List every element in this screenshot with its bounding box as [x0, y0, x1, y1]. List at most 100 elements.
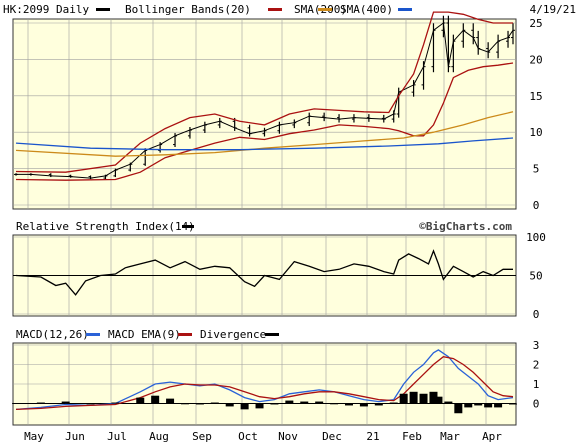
divergence-bar [399, 393, 408, 404]
divergence-bar [419, 393, 428, 404]
y-tick-label: 50 [529, 270, 542, 283]
divergence-bar [86, 403, 95, 405]
macd-series [12, 349, 517, 414]
price-series [14, 11, 515, 181]
divergence-bar [195, 403, 204, 405]
x-axis-label: Dec [322, 430, 342, 443]
y-tick-label: 3 [533, 339, 540, 352]
divergence-bar [429, 391, 438, 404]
divergence-bar [61, 401, 70, 404]
x-axis-label: Oct [238, 430, 258, 443]
watermark: ©BigCharts.com [419, 220, 512, 233]
bollinger-lower-line [15, 62, 514, 181]
divergence-bar [12, 403, 20, 404]
divergence-bar [444, 401, 453, 404]
divergence-bar [240, 403, 249, 410]
x-axis-label: 21 [366, 430, 379, 443]
divergence-bar [300, 401, 309, 404]
sma-400-line [15, 137, 514, 151]
x-axis-label: Feb [402, 430, 422, 443]
y-tick-label: 2 [533, 359, 540, 372]
divergence-bar [389, 402, 398, 404]
price-legend-swatch [96, 8, 110, 11]
divergence-bar [166, 398, 175, 404]
divergence-bar [36, 402, 45, 404]
divergence-bar [509, 403, 517, 405]
y-tick-label: 1 [533, 378, 540, 391]
rsi-legend-swatch [182, 225, 194, 228]
divergence-bar [464, 403, 473, 408]
divergence-bar [494, 403, 503, 408]
divergence-bar [409, 391, 418, 404]
macd-ema-9-line [15, 356, 514, 411]
divergence-bar [330, 403, 339, 405]
divergence-bar [359, 403, 368, 407]
x-axis-label: May [24, 430, 44, 443]
divergence-bar [210, 402, 219, 404]
divergence-bar [374, 403, 383, 406]
price-line [16, 22, 514, 179]
divergence-bar [484, 403, 493, 408]
bollinger-upper-line [15, 11, 513, 173]
y-tick-label: 15 [529, 90, 542, 103]
rsi-series [15, 249, 513, 296]
divergence-bar [344, 403, 353, 406]
y-tick-label: 0 [533, 398, 540, 411]
macd-panel: MACD(12,26) MACD EMA(9) Divergence 0 1 2 3 [0, 325, 579, 426]
macd-grid [13, 343, 516, 425]
rsi-header-bar [0, 217, 579, 235]
ticker-label: HK:2099 Daily [3, 3, 89, 16]
sma400-legend-swatch [398, 8, 412, 11]
y-tick-label: 0 [533, 199, 540, 212]
relative-strength-index-14-line [15, 249, 513, 296]
divergence-bar [225, 403, 234, 407]
x-axis-label: Apr [482, 430, 502, 443]
macd-legend-swatch [86, 333, 100, 336]
price-y-ticks: 0 5 10 15 20 25 [529, 17, 542, 212]
x-axis-label: Aug [149, 430, 169, 443]
macd-12-26-line [15, 349, 514, 411]
macd-header-bar [0, 325, 579, 343]
x-axis-label: Nov [278, 430, 298, 443]
x-axis-label: Jul [107, 430, 127, 443]
rsi-y-ticks: 0 50 100 [526, 231, 546, 321]
sma-200-line [15, 111, 514, 157]
y-tick-label: 20 [529, 53, 542, 66]
divergence-bar [285, 400, 294, 404]
y-tick-label: 25 [529, 17, 542, 30]
y-tick-label: 5 [533, 163, 540, 176]
bollinger-legend-swatch [268, 8, 282, 11]
price-panel: 0 5 10 15 20 25 [12, 11, 543, 212]
divergence-bar [454, 403, 463, 414]
macd-y-ticks: 0 1 2 3 [533, 339, 540, 411]
macd-label: MACD(12,26) [16, 328, 89, 341]
rsi-label: Relative Strength Index(14) [16, 220, 195, 233]
sma400-label: SMA(400) [340, 3, 393, 16]
divergence-bar [474, 403, 483, 406]
divergence-bar [434, 396, 443, 404]
divergence-bar [136, 397, 145, 404]
x-axis-label: Jun [65, 430, 85, 443]
y-tick-label: 100 [526, 231, 546, 244]
sma200-legend-swatch [318, 8, 332, 11]
divergence-bar [315, 401, 324, 404]
y-tick-label: 10 [529, 126, 542, 139]
bollinger-label: Bollinger Bands(20) [125, 3, 251, 16]
divergence-bar [151, 395, 160, 404]
chart-date: 4/19/21 [530, 3, 576, 16]
x-axis-labels: May Jun Jul Aug Sep Oct Nov Dec 21 Feb Mar Apr [24, 430, 502, 443]
divergence-bar [255, 403, 264, 409]
price-legend: HK:2099 Daily Bollinger Bands(20) SMA(20… [3, 3, 576, 16]
divergence-legend-swatch [265, 333, 279, 336]
divergence-label: Divergence [200, 328, 266, 341]
macd-ema-label: MACD EMA(9) [108, 328, 181, 341]
divergence-bar [111, 402, 120, 404]
y-tick-label: 0 [533, 308, 540, 321]
x-axis-label: Sep [192, 430, 212, 443]
macd-ema-legend-swatch [178, 333, 192, 336]
x-axis-label: Mar [440, 430, 460, 443]
divergence-bar [270, 403, 279, 405]
rsi-grid [13, 235, 516, 316]
